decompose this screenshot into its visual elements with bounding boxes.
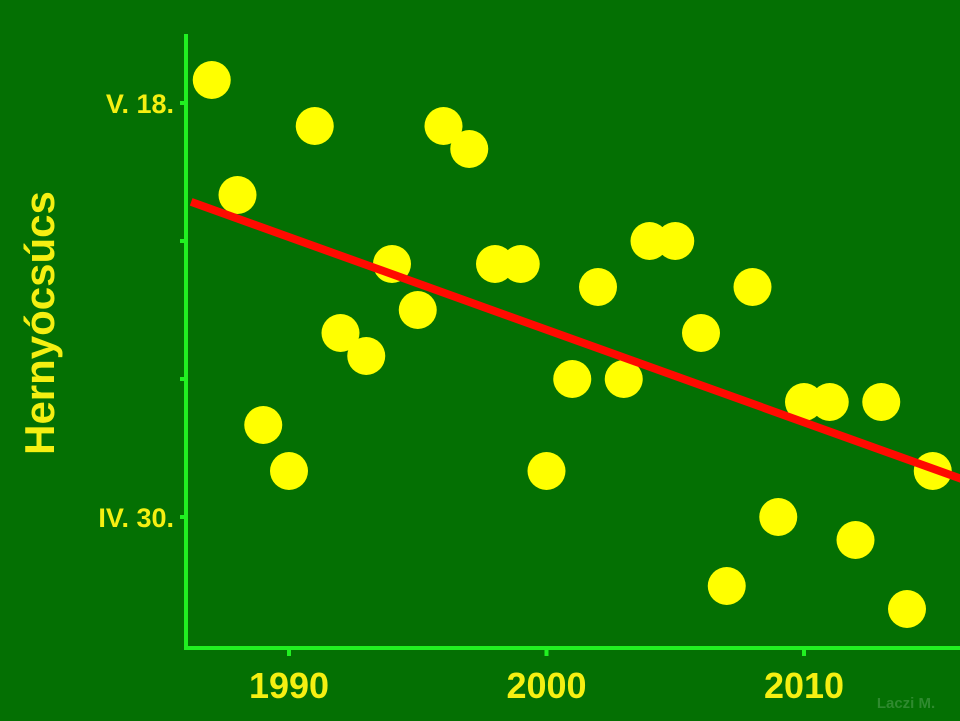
data-point-1991 — [295, 107, 334, 145]
data-point-1990 — [270, 452, 308, 490]
ticks — [180, 101, 806, 656]
data-point-1993 — [347, 337, 386, 375]
data-point-1997 — [450, 130, 489, 168]
data-point-1996 — [424, 107, 463, 145]
data-point-1999 — [501, 245, 540, 283]
data-point-2008 — [733, 268, 772, 306]
y-axis-label: Hernyócsúcs — [16, 191, 63, 455]
data-point-1989 — [244, 406, 283, 444]
data-point-2002 — [579, 268, 617, 306]
data-point-2014 — [888, 590, 926, 628]
data-point-1987 — [192, 61, 231, 99]
data-point-1988 — [218, 176, 257, 214]
data-points — [192, 61, 952, 628]
data-point-2003 — [604, 360, 643, 398]
tick-labels: IV. 30. V. 18. 1990 2000 2010 — [98, 89, 844, 706]
data-point-2007 — [707, 567, 746, 605]
x-tick-label-0: 1990 — [249, 665, 329, 706]
x-tick-label-2: 2010 — [764, 665, 844, 706]
data-point-2006 — [682, 314, 720, 352]
data-point-2012 — [836, 521, 875, 559]
data-point-2009 — [759, 498, 798, 536]
data-point-2001 — [553, 360, 592, 398]
data-point-2005 — [656, 222, 695, 260]
data-point-2000 — [527, 452, 566, 490]
axes — [184, 34, 960, 650]
data-point-2011 — [810, 383, 849, 421]
y-tick-label-0: IV. 30. — [98, 503, 174, 533]
credit-text: Laczi M. — [877, 695, 935, 712]
y-tick-label-3: V. 18. — [106, 89, 174, 119]
trendline — [189, 198, 960, 483]
data-point-1995 — [398, 291, 437, 329]
data-point-2013 — [862, 383, 901, 421]
data-point-1992 — [321, 314, 360, 352]
x-tick-label-1: 2000 — [506, 665, 586, 706]
trendline-group — [189, 198, 960, 483]
